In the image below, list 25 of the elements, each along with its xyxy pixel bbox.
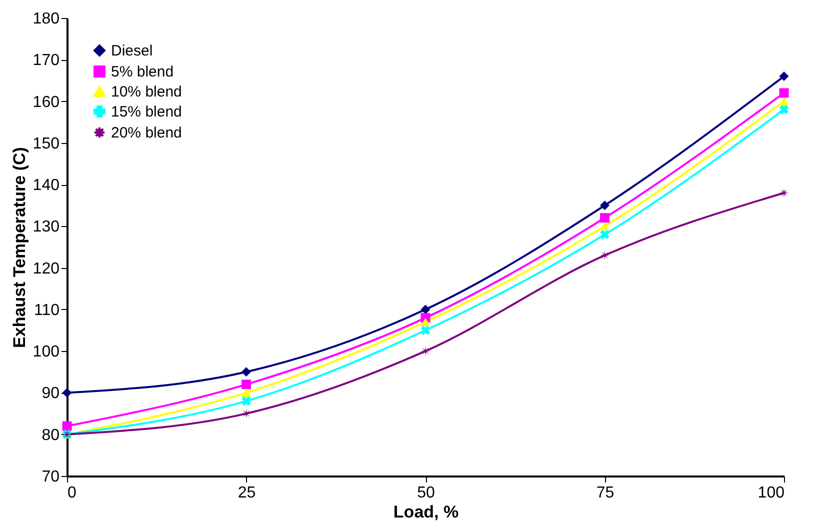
legend-label: 20% blend [111, 124, 182, 142]
x-tick-label: 0 [68, 484, 76, 502]
legend-label: 5% blend [111, 64, 174, 80]
y-axis-title: Exhaust Temperature (C) [10, 147, 29, 348]
y-tick-label: 150 [32, 135, 60, 152]
y-tick-label: 140 [32, 177, 60, 194]
x-tick-label: 50 [417, 484, 435, 502]
y-tick-label: 90 [42, 385, 60, 402]
y-tick-label: 100 [32, 344, 60, 361]
y-tick-label: 70 [42, 468, 60, 486]
legend-label: 10% blend [111, 84, 182, 100]
y-tick-label: 80 [42, 426, 60, 444]
point [62, 388, 72, 398]
y-tick-label: 170 [32, 52, 60, 70]
y-tick-label: 110 [34, 302, 60, 319]
y-tick-label: 130 [32, 218, 60, 236]
x-axis-title: Load, % [393, 502, 459, 522]
x-tick-label: 25 [238, 484, 256, 502]
x-tick-label: 100 [758, 484, 785, 502]
y-tick-label: 120 [32, 260, 60, 278]
legend-label: 15% blend [111, 104, 182, 120]
y-tick-label: 180 [32, 10, 60, 28]
x-tick-label: 75 [596, 484, 614, 502]
y-tick-label: 160 [32, 94, 60, 111]
legend-label: Diesel [111, 42, 153, 60]
